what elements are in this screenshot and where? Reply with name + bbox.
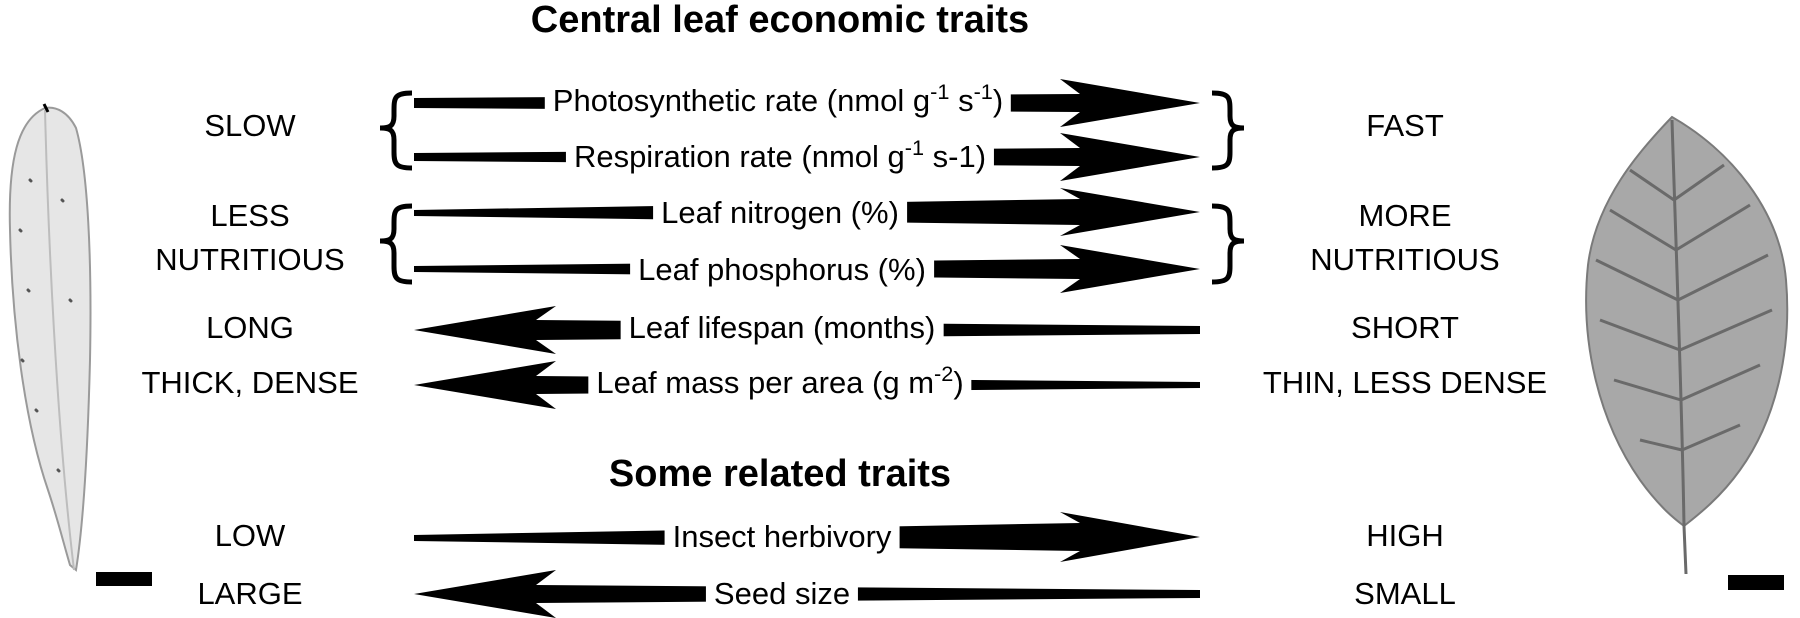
pole-fast: FAST	[1366, 108, 1444, 143]
seed-size-label: Seed size	[705, 576, 859, 612]
narrow-leaf-image	[8, 103, 92, 572]
broad-leaf-blade	[1585, 115, 1789, 528]
leaf-phosphorus-label: Leaf phosphorus (%)	[630, 252, 934, 288]
narrow-leaf-speckles	[18, 178, 73, 473]
pole-nutritious-right: NUTRITIOUS	[1310, 242, 1500, 277]
leaf-nitrogen-label: Leaf nitrogen (%)	[653, 195, 907, 231]
leaf-lifespan-label: Leaf lifespan (months)	[620, 310, 944, 346]
brace-close-nutrients	[1211, 203, 1245, 285]
leaf-mass-per-area-label: Leaf mass per area (g m-2)	[588, 363, 972, 401]
brace-open-nutrients	[379, 203, 413, 285]
scale-bar-right	[1728, 575, 1784, 590]
central-traits-heading: Central leaf economic traits	[530, 0, 1030, 41]
pole-small: SMALL	[1354, 576, 1456, 611]
brace-close-rates	[1211, 90, 1245, 171]
pole-thick-dense: THICK, DENSE	[141, 365, 359, 400]
photosynthetic-rate-label: Photosynthetic rate (nmol g-1 s-1)	[544, 81, 1012, 119]
broad-leaf-midrib	[1670, 119, 1688, 575]
scale-bar-left	[96, 572, 152, 586]
broad-leaf-image	[1585, 115, 1789, 575]
narrow-leaf-tip	[42, 103, 50, 113]
pole-high: HIGH	[1366, 518, 1444, 553]
braces	[379, 90, 1245, 285]
pole-less: LESS	[210, 198, 290, 233]
narrow-leaf-midrib	[44, 109, 75, 571]
pole-nutritious-left: NUTRITIOUS	[155, 242, 345, 277]
respiration-rate-label: Respiration rate (nmol g-1 s-1)	[565, 137, 995, 175]
related-traits-heading: Some related traits	[608, 453, 952, 495]
pole-large: LARGE	[197, 576, 303, 611]
brace-open-rates	[379, 90, 413, 171]
broad-leaf-veins	[1595, 163, 1773, 452]
pole-more: MORE	[1358, 198, 1452, 233]
narrow-leaf-blade	[8, 106, 92, 572]
pole-thin-less-dense: THIN, LESS DENSE	[1262, 365, 1548, 400]
pole-short: SHORT	[1351, 310, 1459, 345]
pole-low: LOW	[214, 518, 286, 553]
pole-long: LONG	[206, 310, 294, 345]
pole-slow: SLOW	[204, 108, 296, 143]
insect-herbivory-label: Insect herbivory	[664, 519, 900, 555]
